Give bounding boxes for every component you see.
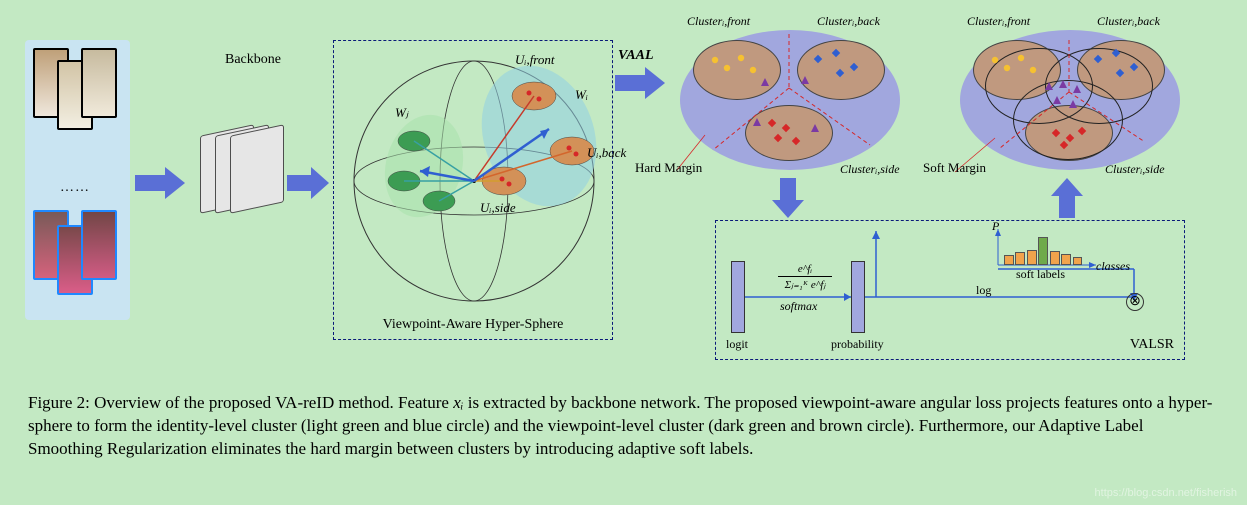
log-label: log — [976, 283, 991, 298]
backbone-label: Backbone — [225, 52, 281, 68]
input-thumb — [81, 210, 117, 280]
Uiside-label: Uᵢ,side — [480, 200, 516, 216]
Uifront-label: Uᵢ,front — [515, 52, 555, 68]
arrow-up-icon — [1049, 178, 1085, 218]
hypersphere-box: Viewpoint-Aware Hyper-Sphere — [333, 40, 613, 340]
hypersphere-svg — [334, 41, 614, 321]
probability-label: probability — [831, 337, 884, 352]
soft-labels-label: soft labels — [1016, 267, 1065, 282]
cluster-front-label: Clusterᵢ,front — [967, 14, 1030, 29]
otimes-icon: ⊗ — [1126, 293, 1144, 311]
hard-margin-label: Hard Margin — [635, 160, 702, 176]
arrow-down-icon — [770, 178, 806, 218]
cluster-side-label: Clusterᵢ,side — [840, 162, 900, 177]
hypersphere-caption: Viewpoint-Aware Hyper-Sphere — [334, 317, 612, 333]
soft-label-bars — [1004, 237, 1084, 265]
watermark: https://blog.csdn.net/fisherish — [1095, 487, 1237, 499]
classes-label: classes — [1096, 259, 1130, 274]
diagram-area: …… xᵢ Backbone — [25, 10, 1225, 370]
valsr-label: VALSR — [1130, 337, 1174, 353]
cluster-front-label: Clusterᵢ,front — [687, 14, 750, 29]
Uiback-label: Uᵢ,back — [587, 145, 626, 161]
input-thumb — [81, 48, 117, 118]
input-images-panel: …… — [25, 40, 130, 320]
arrow-icon — [287, 165, 329, 201]
backbone-plate — [230, 124, 284, 213]
vaal-label: VAAL — [618, 48, 654, 64]
cluster-back-label: Clusterᵢ,back — [817, 14, 880, 29]
cluster-back-label: Clusterᵢ,back — [1097, 14, 1160, 29]
figure-caption: Figure 2: Overview of the proposed VA-re… — [28, 392, 1218, 461]
P-label: P — [992, 219, 999, 234]
logit-label: logit — [726, 337, 748, 352]
arrow-icon — [615, 65, 665, 101]
soft-margin-label: Soft Margin — [923, 160, 986, 176]
arrow-icon — [135, 165, 185, 201]
softmax-formula: e^fᵢ Σⱼ₌₁ᴷ e^fⱼ — [770, 263, 840, 291]
cluster-side-label: Clusterᵢ,side — [1105, 162, 1165, 177]
Wi-label: Wᵢ — [575, 87, 588, 103]
softmax-label: softmax — [780, 299, 817, 314]
valsr-box: P soft labels classes e^fᵢ Σⱼ₌₁ᴷ e^fⱼ so… — [715, 220, 1185, 360]
Wj-label: Wⱼ — [395, 105, 408, 121]
ellipsis: …… — [60, 180, 90, 196]
